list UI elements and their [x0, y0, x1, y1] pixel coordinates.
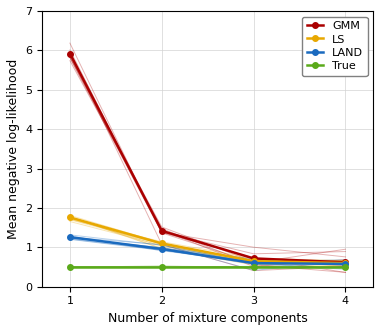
- LS: [68, 215, 72, 219]
- True: [68, 265, 72, 269]
- LAND: [68, 235, 72, 239]
- Legend: GMM, LS, LAND, True: GMM, LS, LAND, True: [302, 17, 367, 76]
- GMM: [68, 51, 72, 55]
- GMM: [251, 256, 256, 260]
- Line: LAND: LAND: [67, 234, 348, 267]
- Line: True: True: [67, 264, 348, 270]
- LS: [251, 259, 256, 263]
- LS: [343, 261, 348, 265]
- GMM: [343, 260, 348, 264]
- LAND: [160, 247, 164, 251]
- LAND: [343, 262, 348, 266]
- LAND: [251, 261, 256, 265]
- True: [251, 265, 256, 269]
- GMM: [160, 229, 164, 233]
- Y-axis label: Mean negative log-likelihood: Mean negative log-likelihood: [7, 59, 20, 239]
- True: [343, 265, 348, 269]
- LS: [160, 241, 164, 245]
- True: [160, 265, 164, 269]
- Line: LS: LS: [67, 215, 348, 266]
- X-axis label: Number of mixture components: Number of mixture components: [108, 312, 307, 325]
- Line: GMM: GMM: [67, 51, 348, 265]
